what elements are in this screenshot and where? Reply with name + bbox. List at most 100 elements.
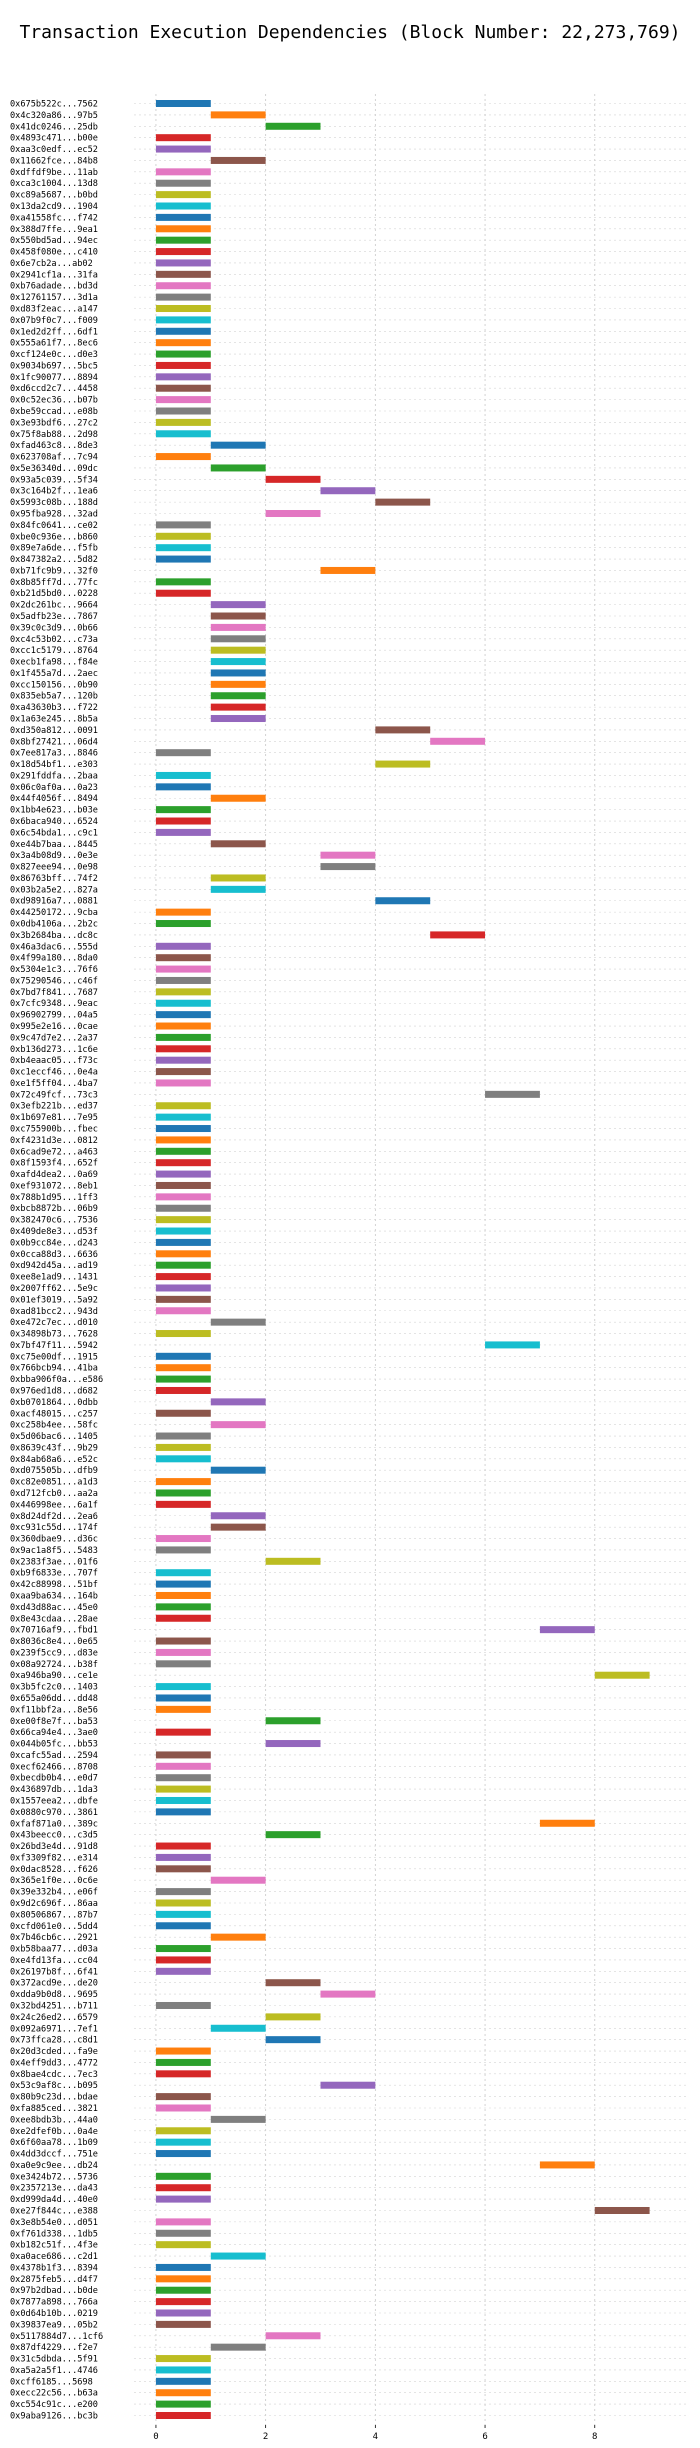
transaction-label: 0x8036c8e4...0e65 bbox=[10, 1637, 98, 1647]
transaction-bar bbox=[155, 2150, 211, 2158]
transaction-label: 0xcff6185...5698 bbox=[10, 2377, 93, 2387]
transaction-label: 0x788b1d95...1ff3 bbox=[10, 1193, 98, 1203]
transaction-label: 0xf11bbf2a...8e56 bbox=[10, 1705, 98, 1715]
transaction-bar bbox=[539, 1626, 595, 1634]
transaction-bar bbox=[155, 1330, 211, 1338]
transaction-label: 0x70716af9...fbd1 bbox=[10, 1626, 98, 1636]
transaction-label: 0x1557eea2...dbfe bbox=[10, 1796, 98, 1806]
transaction-label: 0xc258b4ee...58fc bbox=[10, 1421, 98, 1431]
transaction-label: 0x46a3dac6...555d bbox=[10, 942, 98, 952]
transaction-bar bbox=[155, 1125, 211, 1133]
transaction-label: 0xa946ba90...ce1e bbox=[10, 1671, 98, 1681]
transaction-label: 0xbcb8872b...06b9 bbox=[10, 1204, 98, 1214]
transaction-label: 0xbe0c936e...b860 bbox=[10, 532, 98, 542]
transaction-bar bbox=[155, 589, 211, 597]
transaction-label: 0xad81bcc2...943d bbox=[10, 1307, 98, 1317]
transaction-bar bbox=[375, 897, 431, 905]
transaction-bar bbox=[155, 1967, 211, 1975]
transaction-label: 0x044b05fc...bb53 bbox=[10, 1740, 98, 1750]
transaction-bar bbox=[155, 2263, 211, 2271]
transaction-bar bbox=[155, 2001, 211, 2009]
transaction-bar bbox=[155, 1569, 211, 1577]
transaction-label: 0x86763bff...74f2 bbox=[10, 874, 98, 884]
transaction-label: 0xecf62466...8708 bbox=[10, 1762, 98, 1772]
transaction-label: 0x72c49fcf...73c3 bbox=[10, 1090, 98, 1100]
transaction-bar bbox=[155, 396, 211, 404]
transaction-bar bbox=[265, 1979, 321, 1987]
transaction-bar bbox=[210, 1398, 266, 1406]
transaction-label: 0xe1f5ff04...4ba7 bbox=[10, 1079, 98, 1089]
transaction-bar bbox=[210, 2115, 266, 2123]
transaction-bar bbox=[155, 1159, 211, 1167]
transaction-bar bbox=[155, 1591, 211, 1599]
transaction-bar bbox=[155, 1022, 211, 1030]
transaction-label: 0x13da2cd9...1904 bbox=[10, 202, 98, 212]
transaction-bar bbox=[155, 2389, 211, 2397]
transaction-label: 0x07b9f0c7...f009 bbox=[10, 316, 98, 326]
transaction-label: 0xfad463c8...8de3 bbox=[10, 441, 98, 451]
transaction-bar bbox=[210, 623, 266, 631]
transaction-bar bbox=[210, 2343, 266, 2351]
transaction-label: 0x0dac8528...f626 bbox=[10, 1865, 98, 1875]
transaction-label: 0x2383f3ae...01f6 bbox=[10, 1557, 98, 1567]
transaction-label: 0x9d2c696f...86aa bbox=[10, 1899, 98, 1909]
transaction-label: 0x8639c43f...9b29 bbox=[10, 1443, 98, 1453]
transaction-label: 0xd350a812...0091 bbox=[10, 726, 98, 736]
transaction-bar bbox=[155, 954, 211, 962]
transaction-bar bbox=[210, 1876, 266, 1884]
transaction-label: 0x5d06bac6...1405 bbox=[10, 1432, 98, 1442]
transaction-label: 0xfaf871a0...389c bbox=[10, 1819, 98, 1829]
transaction-label: 0xa41558fc...f742 bbox=[10, 213, 98, 223]
transaction-bar bbox=[210, 1512, 266, 1520]
transaction-bar bbox=[155, 1751, 211, 1759]
transaction-bar bbox=[210, 1523, 266, 1531]
transaction-bar bbox=[155, 2229, 211, 2237]
transaction-bar bbox=[265, 1557, 321, 1565]
transaction-label: 0x5adfb23e...7867 bbox=[10, 612, 98, 622]
transaction-label: 0xd6ccd2c7...4458 bbox=[10, 384, 98, 394]
transaction-bar bbox=[210, 1466, 266, 1474]
transaction-label: 0x44f4056f...8494 bbox=[10, 794, 98, 804]
transaction-label: 0x32bd4251...b711 bbox=[10, 2001, 98, 2011]
transaction-label: 0xb0701864...0dbb bbox=[10, 1398, 98, 1408]
transaction-bar bbox=[265, 1831, 321, 1839]
transaction-bar bbox=[155, 453, 211, 461]
transaction-bar bbox=[155, 1273, 211, 1281]
transaction-label: 0x458f080e...c410 bbox=[10, 248, 98, 258]
transaction-label: 0x24c26ed2...6579 bbox=[10, 2013, 98, 2023]
transaction-bar bbox=[155, 373, 211, 381]
transaction-bar bbox=[155, 2127, 211, 2135]
transaction-bar bbox=[155, 1079, 211, 1087]
transaction-label: 0x7877a898...766a bbox=[10, 2298, 98, 2308]
transaction-bar bbox=[155, 213, 211, 221]
transaction-label: 0xe2dfef0b...0a4e bbox=[10, 2127, 98, 2137]
transaction-label: 0x995e2e16...0cae bbox=[10, 1022, 98, 1032]
transaction-bar bbox=[155, 806, 211, 814]
transaction-bar bbox=[155, 259, 211, 267]
transaction-label: 0xe27f844c...e388 bbox=[10, 2206, 98, 2216]
transaction-label: 0x06c0af0a...0a23 bbox=[10, 783, 98, 793]
transaction-label: 0x26197b8f...6f41 bbox=[10, 1967, 98, 1977]
transaction-label: 0x4eff9dd3...4772 bbox=[10, 2058, 98, 2068]
transaction-bar bbox=[210, 635, 266, 643]
transaction-label: 0xd43d88ac...45e0 bbox=[10, 1603, 98, 1613]
transaction-label: 0x0880c970...3861 bbox=[10, 1808, 98, 1818]
transaction-bar bbox=[155, 1432, 211, 1440]
transaction-bar bbox=[155, 293, 211, 301]
transaction-bar bbox=[594, 1671, 650, 1679]
transaction-bar bbox=[485, 1090, 540, 1098]
transaction-bar bbox=[155, 2058, 211, 2066]
transaction-label: 0xaa9ba634...164b bbox=[10, 1591, 98, 1601]
transaction-label: 0x80b9c23d...bdae bbox=[10, 2093, 98, 2103]
transaction-label: 0x655a06dd...dd48 bbox=[10, 1694, 98, 1704]
transaction-bar bbox=[155, 1193, 211, 1201]
transaction-bar bbox=[155, 2241, 211, 2249]
transaction-bar bbox=[210, 156, 266, 164]
transaction-bar bbox=[539, 1819, 595, 1827]
transaction-label: 0x1bb4e623...b03e bbox=[10, 806, 98, 816]
transaction-label: 0x239f5cc9...d83e bbox=[10, 1648, 98, 1658]
y-tick-labels: 0x675b522c...75620x4c320a86...97b50x41dc… bbox=[10, 100, 103, 2422]
transaction-bar bbox=[210, 1933, 266, 1941]
transaction-label: 0xe00f8e7f...ba53 bbox=[10, 1717, 98, 1727]
transaction-bar bbox=[155, 1637, 211, 1645]
